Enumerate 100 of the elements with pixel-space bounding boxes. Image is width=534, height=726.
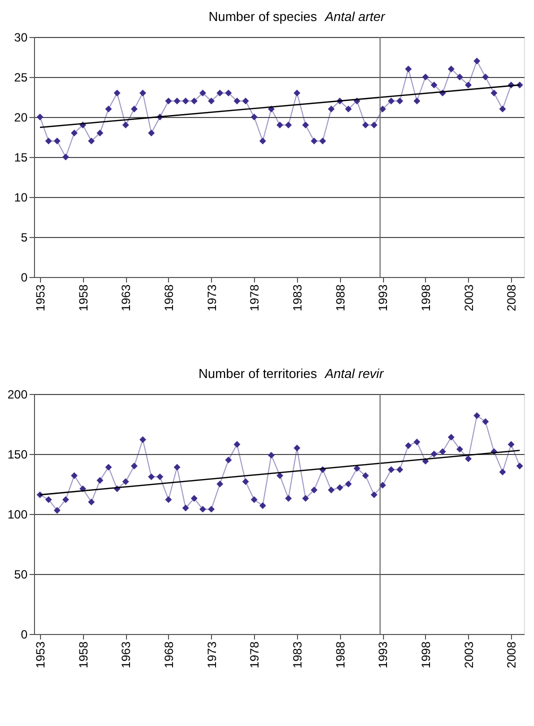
x-tick-label: 1963 xyxy=(119,284,134,312)
point xyxy=(259,502,266,509)
point xyxy=(499,468,506,476)
point xyxy=(482,418,489,425)
chart-subtitle: Antal arter xyxy=(324,9,386,24)
point xyxy=(225,456,232,464)
point xyxy=(199,506,206,513)
point xyxy=(422,74,429,80)
point xyxy=(139,436,146,443)
x-tick-label: 1978 xyxy=(248,641,262,668)
point xyxy=(474,412,480,419)
point xyxy=(96,130,104,136)
point xyxy=(148,130,155,136)
point xyxy=(319,138,326,144)
point xyxy=(250,114,258,120)
point xyxy=(276,472,284,479)
point xyxy=(448,66,455,72)
point xyxy=(414,98,420,104)
point xyxy=(259,138,266,144)
x-tick-label: 1968 xyxy=(162,284,176,312)
point xyxy=(130,462,138,470)
point xyxy=(199,90,206,96)
point xyxy=(508,441,515,448)
x-tick-label: 1963 xyxy=(119,641,134,668)
point xyxy=(302,122,309,128)
point xyxy=(242,478,249,485)
point xyxy=(396,98,404,104)
x-tick-label: 1993 xyxy=(376,284,390,312)
y-tick-label: 200 xyxy=(7,388,28,402)
point xyxy=(216,90,224,96)
y-tick-label: 0 xyxy=(20,270,28,284)
y-tick-label: 150 xyxy=(7,448,28,462)
point xyxy=(165,98,172,104)
y-tick-label: 20 xyxy=(14,110,28,124)
point xyxy=(302,495,309,502)
point xyxy=(122,122,130,128)
point xyxy=(430,82,438,88)
point xyxy=(430,450,438,458)
point xyxy=(190,98,198,104)
point xyxy=(388,98,395,104)
point xyxy=(464,82,472,88)
point xyxy=(448,434,455,441)
point xyxy=(250,496,258,503)
chart-title: Number of territories xyxy=(198,366,318,381)
x-tick-label: 2008 xyxy=(504,284,519,312)
y-tick-label: 10 xyxy=(14,190,28,204)
x-tick-label: 1953 xyxy=(33,641,48,668)
point xyxy=(216,480,224,488)
point xyxy=(456,446,464,453)
point xyxy=(234,441,240,448)
point xyxy=(310,138,318,144)
point xyxy=(208,98,215,104)
x-tick-label: 1988 xyxy=(333,641,348,668)
point xyxy=(182,504,189,512)
point xyxy=(370,122,378,128)
point xyxy=(174,464,180,471)
x-tick-label: 1998 xyxy=(418,284,433,312)
point xyxy=(499,106,506,112)
point xyxy=(105,106,112,112)
point xyxy=(36,114,44,120)
x-tick-label: 1978 xyxy=(248,284,262,312)
point xyxy=(88,498,95,506)
point xyxy=(105,464,112,471)
point xyxy=(54,138,60,144)
point xyxy=(139,90,146,96)
x-tick-label: 1983 xyxy=(290,641,304,668)
point xyxy=(328,486,335,494)
point xyxy=(62,496,70,503)
x-tick-label: 1958 xyxy=(76,284,90,312)
point xyxy=(190,495,198,502)
y-tick-label: 50 xyxy=(14,568,28,582)
point xyxy=(130,106,138,112)
point xyxy=(362,472,369,479)
point xyxy=(242,98,249,104)
point xyxy=(345,106,352,112)
point xyxy=(234,98,240,104)
point xyxy=(456,74,464,80)
point xyxy=(268,452,275,459)
x-tick-label: 1988 xyxy=(333,284,348,312)
point xyxy=(310,486,318,494)
point xyxy=(70,130,78,136)
y-tick-label: 0 xyxy=(20,628,28,642)
point xyxy=(294,90,300,96)
point xyxy=(122,478,130,485)
point xyxy=(45,138,52,144)
chart-subtitle: Antal revir xyxy=(324,366,384,381)
point xyxy=(70,472,78,479)
x-tick-label: 1973 xyxy=(204,641,219,668)
y-tick-label: 30 xyxy=(14,30,28,44)
point xyxy=(354,465,360,472)
point xyxy=(328,106,335,112)
point xyxy=(439,448,446,455)
point xyxy=(414,438,420,446)
point xyxy=(62,154,70,160)
point xyxy=(45,496,52,503)
point xyxy=(225,90,232,96)
point xyxy=(490,90,498,96)
x-tick-label: 2008 xyxy=(504,641,519,668)
point xyxy=(208,506,215,513)
point xyxy=(345,480,352,488)
